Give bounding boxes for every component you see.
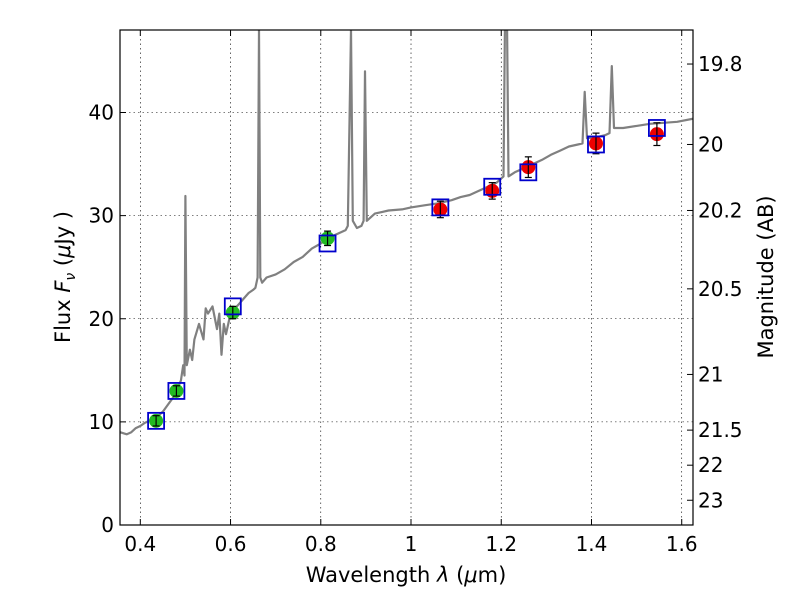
x-tick-label: 1 xyxy=(405,532,418,556)
x-axis-title: Wavelength λ (μm) xyxy=(306,563,507,587)
x-axis-title-mu: μ xyxy=(463,563,477,587)
y2-tick-label: 22 xyxy=(698,453,723,477)
axis-ticks xyxy=(120,30,693,526)
x-axis-title-symbol: λ xyxy=(436,563,449,587)
spectrum-line xyxy=(120,30,693,436)
y-tick-label: 10 xyxy=(89,410,114,434)
y-axis-title-subscript: ν xyxy=(63,273,79,281)
y2-axis-title: Magnitude (AB) xyxy=(754,195,778,358)
x-axis-title-prefix: Wavelength xyxy=(306,563,437,587)
model-photometry-box xyxy=(167,382,186,400)
y2-tick-label: 20.5 xyxy=(698,277,743,301)
model-photometry-box xyxy=(318,234,337,253)
y2-tick-label: 20.2 xyxy=(698,198,743,222)
y2-tick-label: 21 xyxy=(698,362,723,386)
model-photometry-box xyxy=(519,163,538,182)
axis-tick-labels: 0.4 0.6 0.8 1 1.2 1.4 1.6 0 10 20 30 40 19.8 20 20.2 20… xyxy=(89,52,743,556)
y2-tick-label: 23 xyxy=(698,488,723,512)
x-tick-label: 0.8 xyxy=(305,532,337,556)
y-axis-title-unit: Jy ) xyxy=(51,211,75,247)
model-photometry-box xyxy=(431,198,450,217)
plot-background xyxy=(120,30,693,525)
y-tick-label: 20 xyxy=(89,307,114,331)
y2-tick-label: 21.5 xyxy=(698,418,743,442)
y-axis-title-open: ( xyxy=(51,258,75,273)
x-axis-title-unit: m) xyxy=(478,563,507,587)
y-axis-title: Flux Fν (μJy ) xyxy=(51,211,79,343)
x-tick-label: 0.4 xyxy=(124,532,156,556)
y-axis-title-mu: μ xyxy=(51,245,75,259)
y-tick-label: 0 xyxy=(101,513,114,537)
x-tick-label: 1.2 xyxy=(485,532,517,556)
plot-area xyxy=(120,30,693,436)
model-photometry-box xyxy=(483,177,502,196)
y-axis-title-prefix: Flux xyxy=(51,293,75,343)
y2-tick-label: 19.8 xyxy=(698,52,743,76)
x-tick-label: 1.6 xyxy=(666,532,698,556)
x-tick-label: 1.4 xyxy=(576,532,608,556)
model-photometry-box xyxy=(223,297,242,316)
plot-frame xyxy=(119,29,694,526)
model-photometry-box xyxy=(587,135,605,154)
y-tick-label: 40 xyxy=(89,101,114,125)
x-tick-label: 0.6 xyxy=(215,532,247,556)
model-photometry-box xyxy=(147,411,165,430)
model-photometry-box xyxy=(648,119,666,137)
y-tick-label: 30 xyxy=(89,204,114,228)
x-axis-title-open: ( xyxy=(449,563,464,587)
y2-tick-label: 20 xyxy=(698,132,723,156)
y-axis-title-symbol: F xyxy=(51,280,75,293)
